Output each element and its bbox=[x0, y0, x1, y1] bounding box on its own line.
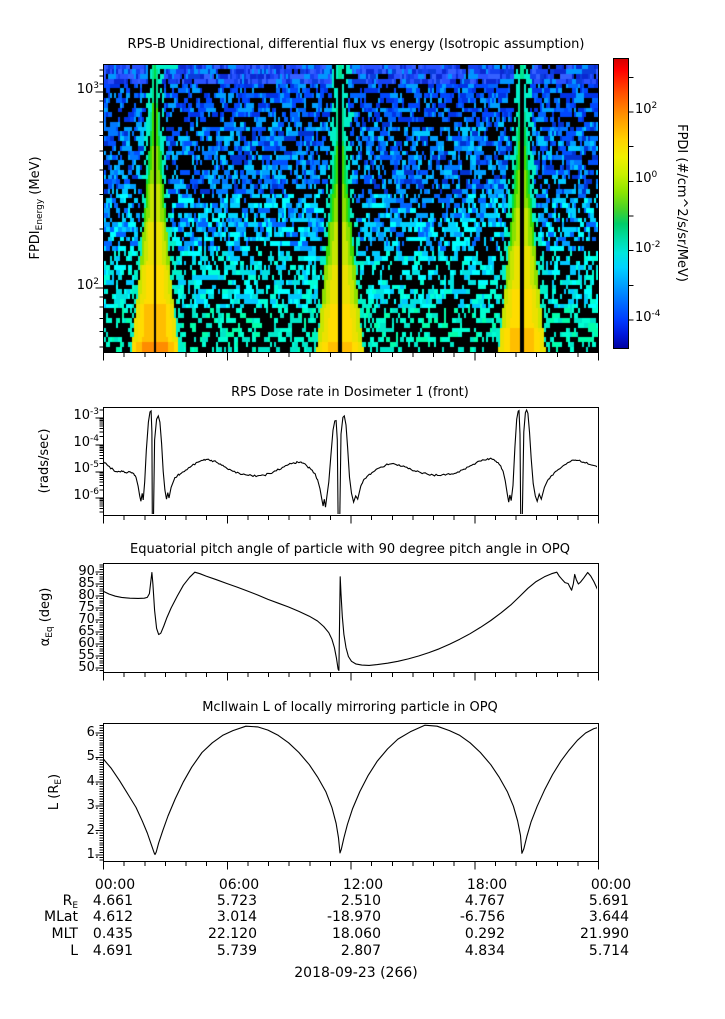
ephemeris-value: 21.990 bbox=[580, 926, 629, 942]
y-tick-label: 1. bbox=[86, 847, 99, 862]
spectrogram-title: RPS-B Unidirectional, differential flux … bbox=[127, 37, 585, 52]
colorbar-tick-label: 100 bbox=[635, 170, 658, 186]
x-tick-label: 00:00 bbox=[590, 877, 632, 893]
ephemeris-row-label: RE bbox=[62, 893, 78, 911]
ephemeris-value: 0.435 bbox=[92, 926, 133, 942]
date-label: 2018-09-23 (266) bbox=[294, 965, 418, 981]
y-tick-label: 60. bbox=[78, 636, 99, 651]
ephemeris-value: -18.970 bbox=[326, 909, 381, 925]
y-tick-label: 102 bbox=[76, 277, 99, 293]
y-tick-label: 3. bbox=[86, 798, 99, 813]
ephemeris-value: -6.756 bbox=[459, 909, 505, 925]
pitch-y-axis-label: αEq (deg) bbox=[37, 587, 55, 647]
ephemeris-value: 2.807 bbox=[340, 943, 381, 959]
ephemeris-value: 0.292 bbox=[464, 926, 505, 942]
ephemeris-value: 3.014 bbox=[216, 909, 257, 925]
colorbar-axis-label: FPDI (#/cm^2/s/sr/MeV) bbox=[674, 124, 690, 282]
ephemeris-row-label: MLat bbox=[44, 909, 78, 925]
mcilwain-title: McIlwain L of locally mirroring particle… bbox=[202, 700, 498, 715]
y-tick-label: 4. bbox=[86, 774, 99, 789]
colorbar-tick-label: 10-4 bbox=[635, 309, 661, 325]
y-tick-label: 75. bbox=[78, 600, 99, 615]
ephemeris-value: 4.661 bbox=[92, 893, 133, 909]
ephemeris-value: 4.767 bbox=[464, 893, 505, 909]
ephemeris-value: 5.714 bbox=[588, 943, 629, 959]
x-tick-label: 12:00 bbox=[342, 877, 384, 893]
ephemeris-value: 5.739 bbox=[216, 943, 257, 959]
x-tick-label: 00:00 bbox=[94, 877, 136, 893]
y-tick-label: 80. bbox=[78, 588, 99, 603]
dose-title: RPS Dose rate in Dosimeter 1 (front) bbox=[231, 385, 469, 400]
y-tick-label: 10-5 bbox=[73, 460, 99, 476]
pitch-title: Equatorial pitch angle of particle with … bbox=[130, 542, 570, 557]
y-tick-label: 65. bbox=[78, 624, 99, 639]
ephemeris-row-label: L bbox=[70, 943, 78, 959]
spectrogram-canvas bbox=[104, 65, 598, 352]
colorbar-tick-label: 102 bbox=[635, 101, 658, 117]
y-tick-label: 55. bbox=[78, 648, 99, 663]
x-tick-label: 18:00 bbox=[466, 877, 508, 893]
y-tick-label: 6. bbox=[86, 725, 99, 740]
ephemeris-value: 5.691 bbox=[588, 893, 629, 909]
y-tick-label: 2. bbox=[86, 823, 99, 838]
y-tick-label: 10-6 bbox=[73, 487, 99, 503]
x-tick-label: 06:00 bbox=[218, 877, 260, 893]
ephemeris-row-label: MLT bbox=[51, 926, 78, 942]
ephemeris-value: 18.060 bbox=[332, 926, 381, 942]
y-tick-label: 85. bbox=[78, 576, 99, 591]
ephemeris-value: 2.510 bbox=[340, 893, 381, 909]
y-tick-label: 70. bbox=[78, 612, 99, 627]
ephemeris-value: 3.644 bbox=[588, 909, 629, 925]
y-tick-label: 103 bbox=[76, 81, 99, 97]
y-tick-label: 5. bbox=[86, 749, 99, 764]
ephemeris-value: 4.691 bbox=[92, 943, 133, 959]
ephemeris-value: 22.120 bbox=[208, 926, 257, 942]
y-tick-label: 10-4 bbox=[73, 434, 99, 450]
y-tick-label: 90. bbox=[78, 564, 99, 579]
y-tick-label: 50. bbox=[78, 660, 99, 675]
ephemeris-value: 4.612 bbox=[92, 909, 133, 925]
spectrogram-y-axis-label: FPDIEnergy (MeV) bbox=[27, 156, 45, 260]
ephemeris-value: 4.834 bbox=[464, 943, 505, 959]
colorbar-tick-label: 10-2 bbox=[635, 240, 661, 256]
y-tick-label: 10-3 bbox=[73, 407, 99, 423]
ephemeris-value: 5.723 bbox=[216, 893, 257, 909]
